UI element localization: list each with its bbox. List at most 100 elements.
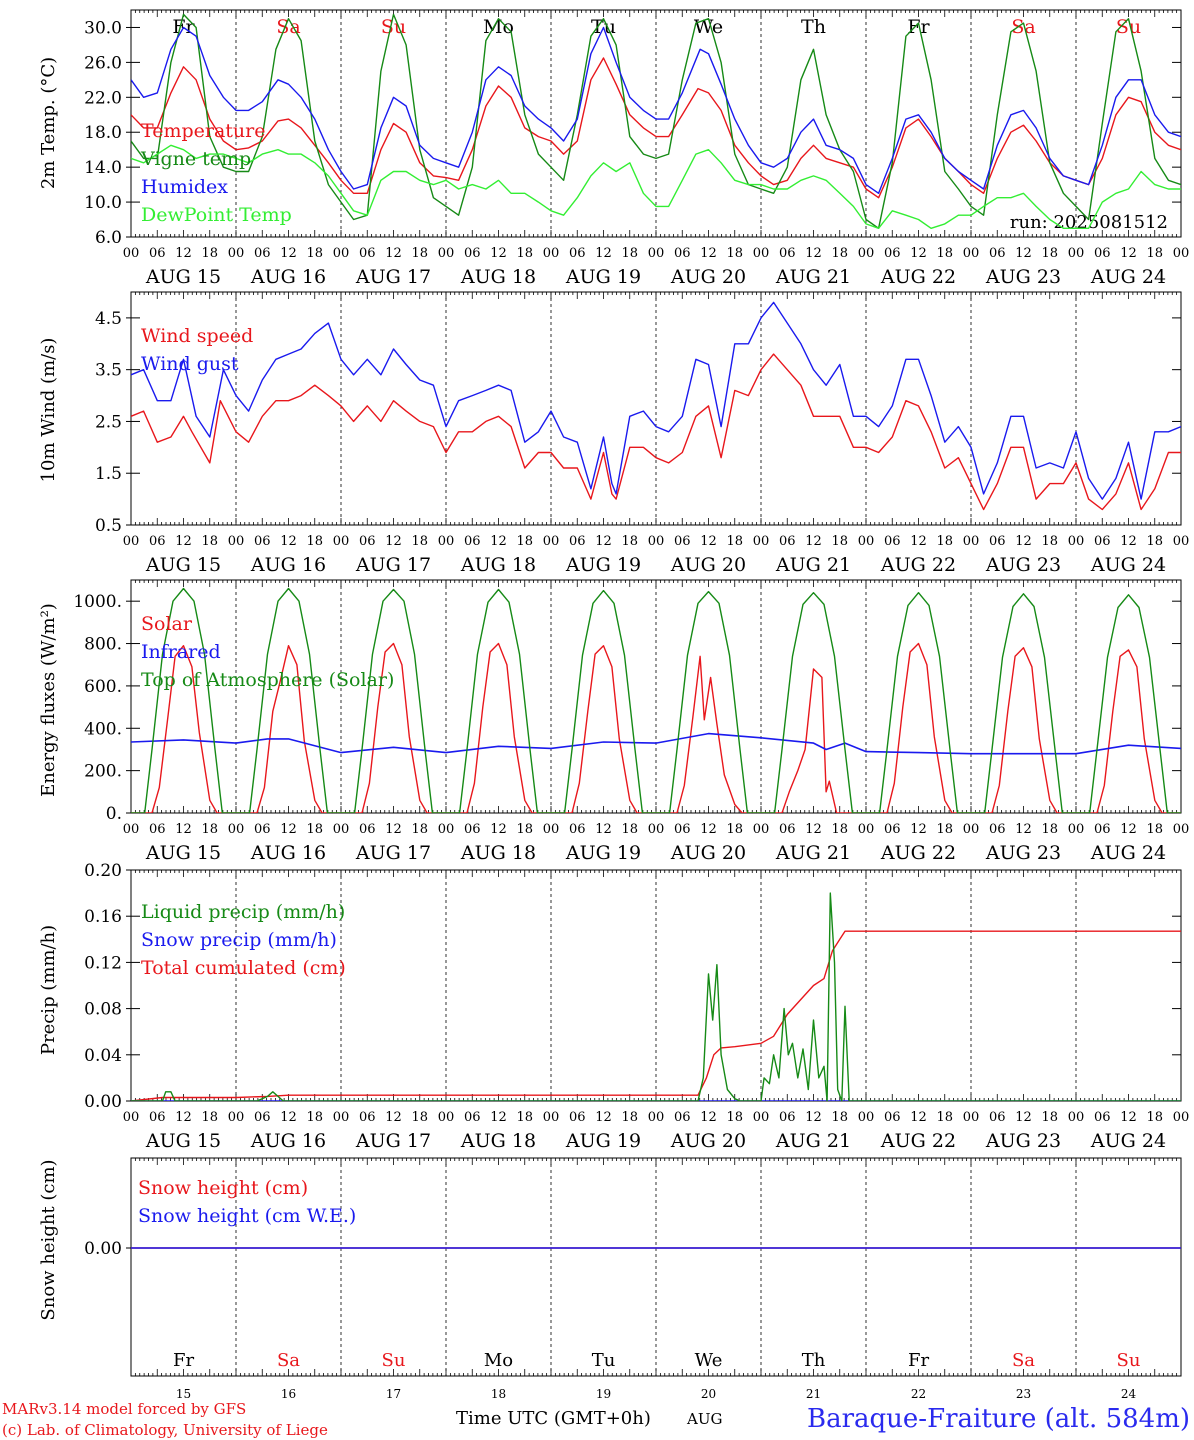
hour-label: 06 xyxy=(884,534,901,549)
hour-label: 00 xyxy=(858,822,875,837)
hour-label: 18 xyxy=(726,246,743,261)
hour-label: 06 xyxy=(779,822,796,837)
weekday-label: Sa xyxy=(1012,1350,1035,1371)
hour-label: 06 xyxy=(674,246,691,261)
hour-label: 18 xyxy=(831,822,848,837)
hour-label: 00 xyxy=(228,822,245,837)
date-label: AUG 15 xyxy=(145,266,221,288)
hour-label: 18 xyxy=(621,534,638,549)
y-tick-label: 4.5 xyxy=(95,309,122,329)
date-label: AUG 18 xyxy=(460,554,536,576)
y-tick-label: 600. xyxy=(84,677,122,697)
y-axis-title: 2m Temp. (°C) xyxy=(38,57,59,189)
date-label: AUG 21 xyxy=(775,266,851,288)
date-label: AUG 17 xyxy=(355,842,431,864)
y-tick-label: 0. xyxy=(106,804,122,824)
hour-label: 12 xyxy=(805,822,822,837)
date-label: AUG 22 xyxy=(880,1130,956,1152)
hour-label: 06 xyxy=(569,246,586,261)
hour-label: 00 xyxy=(858,534,875,549)
hour-label: 00 xyxy=(123,534,140,549)
hour-label: 12 xyxy=(910,246,927,261)
day-number-label: 20 xyxy=(701,1387,716,1401)
date-label: AUG 21 xyxy=(775,554,851,576)
y-tick-label: 0.04 xyxy=(84,1046,122,1066)
date-label: AUG 23 xyxy=(985,842,1061,864)
y-tick-label: 0.16 xyxy=(84,907,122,927)
date-label: AUG 24 xyxy=(1090,842,1166,864)
date-label: AUG 17 xyxy=(355,266,431,288)
hour-label: 06 xyxy=(464,822,481,837)
date-label: AUG 15 xyxy=(145,842,221,864)
day-number-label: 16 xyxy=(281,1387,296,1401)
date-label: AUG 19 xyxy=(565,554,641,576)
hour-label: 06 xyxy=(779,1110,796,1125)
hour-label: 06 xyxy=(569,534,586,549)
y-tick-label: 26.0 xyxy=(84,53,122,73)
series-line-red xyxy=(131,930,1181,1101)
hour-label: 00 xyxy=(753,822,770,837)
hour-label: 18 xyxy=(411,1110,428,1125)
y-tick-label: 0.00 xyxy=(84,1092,122,1112)
hour-label: 00 xyxy=(1173,1110,1190,1125)
hour-label: 00 xyxy=(123,1110,140,1125)
hour-label: 06 xyxy=(989,822,1006,837)
hour-label: 18 xyxy=(201,1110,218,1125)
date-label: AUG 16 xyxy=(250,554,326,576)
hour-label: 00 xyxy=(228,1110,245,1125)
hour-label: 12 xyxy=(490,822,507,837)
hour-label: 06 xyxy=(884,822,901,837)
date-label: AUG 23 xyxy=(985,266,1061,288)
hour-label: 00 xyxy=(858,1110,875,1125)
hour-label: 06 xyxy=(359,246,376,261)
hour-label: 06 xyxy=(464,534,481,549)
day-number-label: 21 xyxy=(806,1387,821,1401)
hour-label: 00 xyxy=(858,246,875,261)
hour-label: 00 xyxy=(963,534,980,549)
day-number-label: 24 xyxy=(1121,1387,1137,1401)
hour-label: 00 xyxy=(1068,246,1085,261)
date-label: AUG 19 xyxy=(565,842,641,864)
date-label: AUG 24 xyxy=(1090,266,1166,288)
date-label: AUG 21 xyxy=(775,842,851,864)
panel-1: 6.0 10.0 14.0 18.0 22.0 26.0 30.0 2m Temp. (°C)… xyxy=(38,9,1189,288)
hour-label: 00 xyxy=(1173,534,1190,549)
y-tick-label: 400. xyxy=(84,719,122,739)
y-tick-label: 0.5 xyxy=(95,516,122,536)
hour-label: 18 xyxy=(726,822,743,837)
y-tick-label: 6.0 xyxy=(95,228,122,248)
hour-label: 06 xyxy=(254,822,271,837)
date-label: AUG 16 xyxy=(250,1130,326,1152)
hour-label: 06 xyxy=(254,246,271,261)
hour-label: 06 xyxy=(149,246,166,261)
date-label: AUG 22 xyxy=(880,842,956,864)
date-label: AUG 20 xyxy=(670,842,746,864)
hour-label: 06 xyxy=(464,1110,481,1125)
hour-label: 18 xyxy=(1041,1110,1058,1125)
date-label: AUG 21 xyxy=(775,1130,851,1152)
hour-label: 18 xyxy=(1146,1110,1163,1125)
legend-entry: Snow height (cm W.E.) xyxy=(138,1205,356,1227)
hour-label: 12 xyxy=(385,1110,402,1125)
hour-label: 06 xyxy=(149,534,166,549)
panel-4: 0.00 0.04 0.08 0.12 0.16 0.20 Precip (mm/h) 00 0… xyxy=(38,861,1189,1152)
hour-label: 00 xyxy=(753,246,770,261)
hour-label: 12 xyxy=(175,822,192,837)
run-annotation: run: 2025081512 xyxy=(1010,212,1168,233)
series-line-red xyxy=(131,642,1181,813)
hour-label: 12 xyxy=(280,1110,297,1125)
weekday-label: We xyxy=(695,1350,723,1371)
weekday-label: Fr xyxy=(908,1350,929,1371)
hour-label: 00 xyxy=(963,246,980,261)
hour-label: 18 xyxy=(306,1110,323,1125)
hour-label: 06 xyxy=(149,822,166,837)
hour-label: 12 xyxy=(1015,1110,1032,1125)
weekday-label: Su xyxy=(1116,16,1141,38)
hour-label: 00 xyxy=(648,1110,665,1125)
hour-label: 06 xyxy=(674,1110,691,1125)
hour-label: 12 xyxy=(700,246,717,261)
y-tick-label: 2.5 xyxy=(95,412,122,432)
hour-label: 12 xyxy=(910,1110,927,1125)
y-tick-label: 1.5 xyxy=(95,464,122,484)
legend-entry: Vigne temp xyxy=(140,148,251,170)
